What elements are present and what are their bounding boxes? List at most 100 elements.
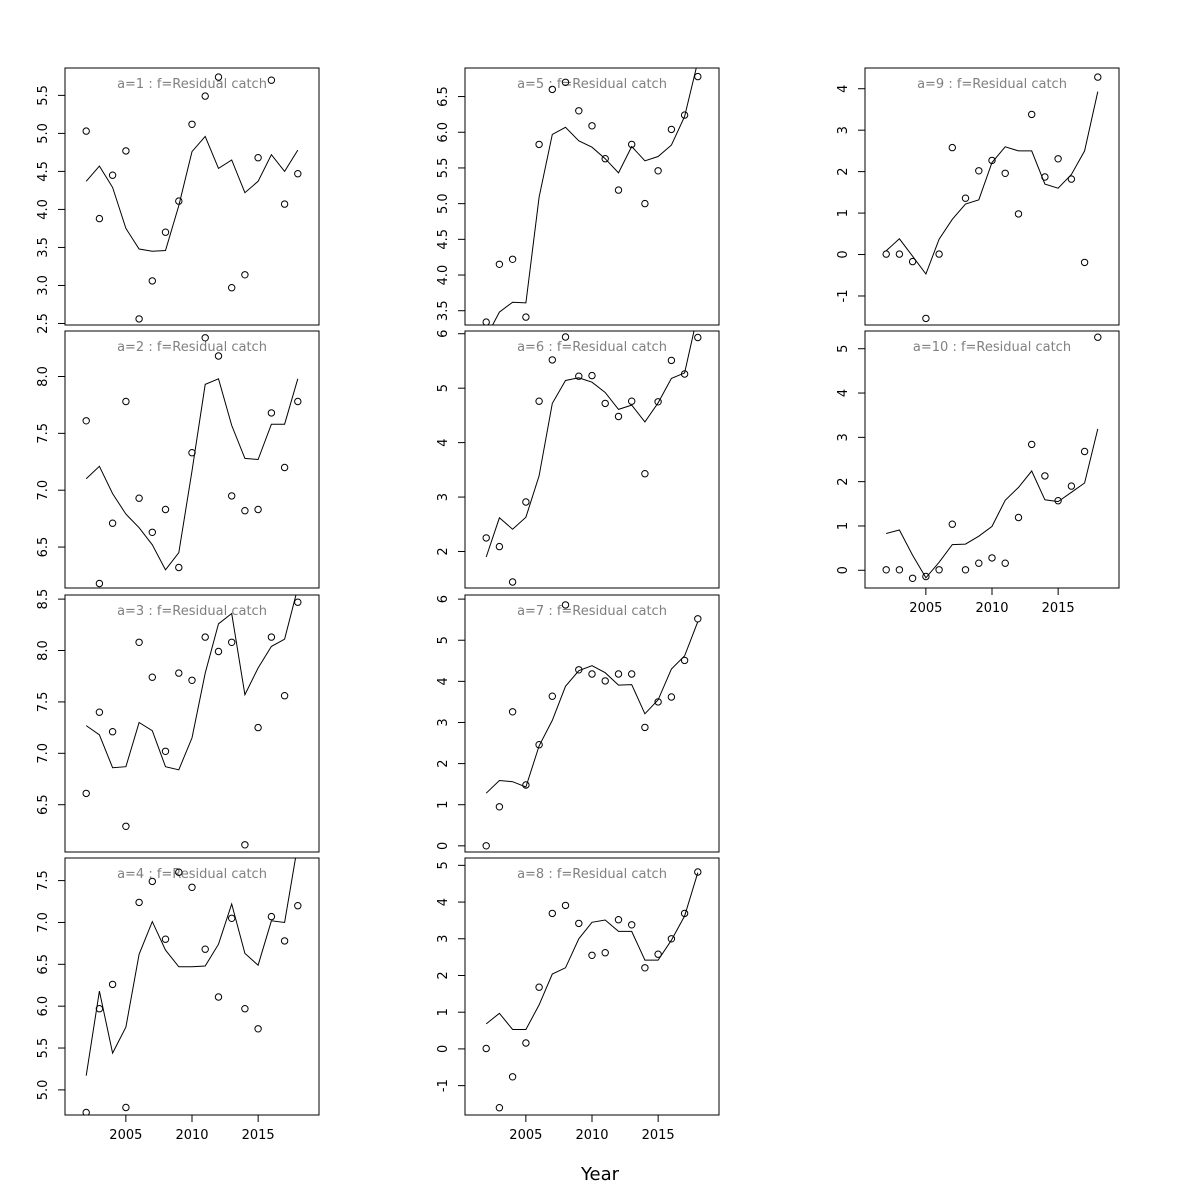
panel-a8-observed-point bbox=[535, 983, 543, 991]
panel-a1-observed-point bbox=[108, 171, 117, 179]
panel-a10-observed-point bbox=[935, 566, 943, 574]
panel-a5-title: a=5 : f=Residual catch bbox=[517, 77, 667, 92]
panel-a10-x-tick-label: 2005 bbox=[909, 601, 942, 616]
panel-a5-observed-point bbox=[694, 72, 702, 81]
panel-a5: a=5 : f=Residual catch 3.5 4.0 4.5 5.0 5.5 6.0… bbox=[436, 67, 720, 326]
panel-a3-observed-point bbox=[161, 747, 170, 755]
panel-a9-observed-point bbox=[988, 156, 996, 165]
panel-a1-observed-point bbox=[201, 92, 209, 100]
panel-a9-observed-point bbox=[948, 143, 956, 152]
panel-a1-observed-point bbox=[294, 170, 302, 178]
panel-a2-observed-point bbox=[294, 397, 302, 406]
panel-a9: a=9 : f=Residual catch -1 0 1 2 3 4 bbox=[836, 67, 1120, 326]
panel-a9-y-tick-label: 4 bbox=[836, 85, 851, 93]
panel-a7-observed-point bbox=[575, 666, 583, 674]
panel-a4-y-tick-label: 6.5 bbox=[36, 954, 51, 975]
panel-a5-y-tick-label: 5.0 bbox=[436, 193, 451, 214]
panel-a6-observed-point bbox=[575, 372, 583, 380]
panel-a8-observed-point bbox=[601, 949, 609, 957]
panel-a9-y-tick-label: -1 bbox=[836, 289, 851, 302]
panel-a3-observed-point bbox=[267, 633, 276, 641]
panel-a4-fitted-line bbox=[85, 858, 297, 1076]
panel-a1-observed-point bbox=[228, 284, 236, 292]
panel-a8-y-tick-label: -1 bbox=[436, 1079, 451, 1092]
panel-a8-y-tick-label: 1 bbox=[436, 1008, 451, 1016]
panel-a3-fitted-line bbox=[85, 595, 297, 771]
panel-a7-y-tick-label: 5 bbox=[436, 636, 451, 644]
panel-a4-observed-point bbox=[294, 902, 302, 910]
panel-a3-observed-point bbox=[188, 676, 196, 684]
panel-a7-observed-point bbox=[522, 781, 530, 789]
panel-a7-observed-point bbox=[495, 803, 504, 811]
panel-a5-observed-point bbox=[548, 85, 556, 94]
panel-a4-observed-point bbox=[95, 1005, 104, 1013]
panel-a1: a=1 : f=Residual catch 2.5 3.0 3.5 4.0 4.5 5.0… bbox=[36, 67, 320, 334]
panel-a8-observed-point bbox=[495, 1104, 504, 1112]
panel-a7-observed-point bbox=[482, 842, 490, 850]
panel-a4-observed-point bbox=[188, 883, 196, 891]
panel-a5-observed-point bbox=[628, 140, 636, 149]
panel-a8-x-tick-label: 2010 bbox=[575, 1128, 608, 1143]
panel-a10-observed-point bbox=[908, 574, 917, 582]
panel-a3-observed-point bbox=[175, 669, 183, 677]
panel-a2-observed-point bbox=[241, 507, 249, 515]
panel-a1-observed-point bbox=[95, 214, 104, 223]
panel-a2-y-tick-label: 7.0 bbox=[36, 480, 51, 501]
panel-a7-observed-point bbox=[601, 677, 609, 685]
panel-a10-y-tick-label: 2 bbox=[836, 478, 851, 486]
panel-a2-title: a=2 : f=Residual catch bbox=[117, 340, 267, 355]
panel-a9-observed-point bbox=[1067, 175, 1076, 183]
panel-a9-fitted-line bbox=[885, 91, 1099, 276]
panel-a1-title: a=1 : f=Residual catch bbox=[117, 77, 267, 92]
panel-a6-observed-point bbox=[508, 578, 517, 586]
panel-a6-title: a=6 : f=Residual catch bbox=[517, 340, 667, 355]
panel-a8-y-tick-label: 5 bbox=[436, 861, 451, 869]
panel-a9-observed-point bbox=[922, 314, 930, 323]
panel-a10-y-tick-label: 1 bbox=[836, 522, 851, 530]
panel-a2-observed-point bbox=[175, 563, 183, 572]
panel-a2-y-tick-label: 8.0 bbox=[36, 366, 51, 387]
panel-a3-observed-point bbox=[294, 598, 302, 606]
panel-a10-observed-point bbox=[1080, 447, 1089, 456]
panel-a10-observed-point bbox=[922, 572, 930, 581]
panel-a10-observed-point bbox=[1067, 482, 1076, 490]
panel-a1-y-tick-label: 5.5 bbox=[36, 85, 51, 106]
panel-a8-frame bbox=[464, 857, 720, 1116]
panel-a3-observed-point bbox=[122, 822, 130, 830]
panel-a2-observed-point bbox=[108, 519, 117, 527]
panel-a2-observed-point bbox=[228, 492, 236, 500]
panel-a10-title: a=10 : f=Residual catch bbox=[913, 340, 1071, 355]
panel-a5-observed-point bbox=[561, 78, 570, 87]
panel-a8-observed-point bbox=[654, 950, 662, 958]
panel-a3-y-tick-label: 6.5 bbox=[36, 794, 51, 815]
panel-a1-observed-point bbox=[161, 228, 170, 236]
panel-a2: a=2 : f=Residual catch 6.5 7.0 7.5 8.0 bbox=[36, 330, 320, 589]
panel-a5-y-tick-label: 6.0 bbox=[436, 122, 451, 143]
panel-a3-y-tick-label: 8.0 bbox=[36, 640, 51, 661]
panel-a9-title: a=9 : f=Residual catch bbox=[917, 77, 1067, 92]
panel-a10-observed-point bbox=[1041, 472, 1049, 480]
panel-a9-observed-point bbox=[1041, 173, 1049, 181]
panel-a4-y-tick-label: 5.5 bbox=[36, 1038, 51, 1059]
panel-a1-fitted-line bbox=[85, 135, 299, 252]
panel-a8-observed-point bbox=[508, 1073, 517, 1081]
panel-a5-frame bbox=[464, 67, 720, 326]
panel-a4-observed-point bbox=[148, 877, 157, 886]
panel-a6: a=6 : f=Residual catch 2 3 4 5 6 bbox=[436, 330, 720, 589]
panel-a2-observed-point bbox=[188, 449, 196, 457]
panel-a7-observed-point bbox=[654, 698, 662, 706]
panel-a5-observed-point bbox=[535, 140, 543, 149]
panel-a8-observed-point bbox=[694, 868, 702, 876]
panel-a4-observed-point bbox=[175, 868, 183, 876]
panel-a6-observed-point bbox=[667, 356, 676, 365]
panel-a4: a=4 : f=Residual catch 5.0 5.5 6.0 6.5 7.0 7.5… bbox=[36, 857, 320, 1143]
panel-a7-observed-point bbox=[694, 615, 702, 623]
panel-a10-observed-point bbox=[1014, 513, 1023, 522]
panel-a7-fitted-line bbox=[485, 621, 699, 794]
panel-a9-observed-point bbox=[895, 250, 904, 258]
panel-a10-x-tick-label: 2010 bbox=[975, 601, 1008, 616]
panel-a1-observed-point bbox=[122, 147, 130, 155]
panel-a5-observed-point bbox=[508, 255, 517, 263]
panel-a7-y-tick-label: 6 bbox=[436, 595, 451, 603]
panel-a2-frame bbox=[64, 330, 320, 589]
